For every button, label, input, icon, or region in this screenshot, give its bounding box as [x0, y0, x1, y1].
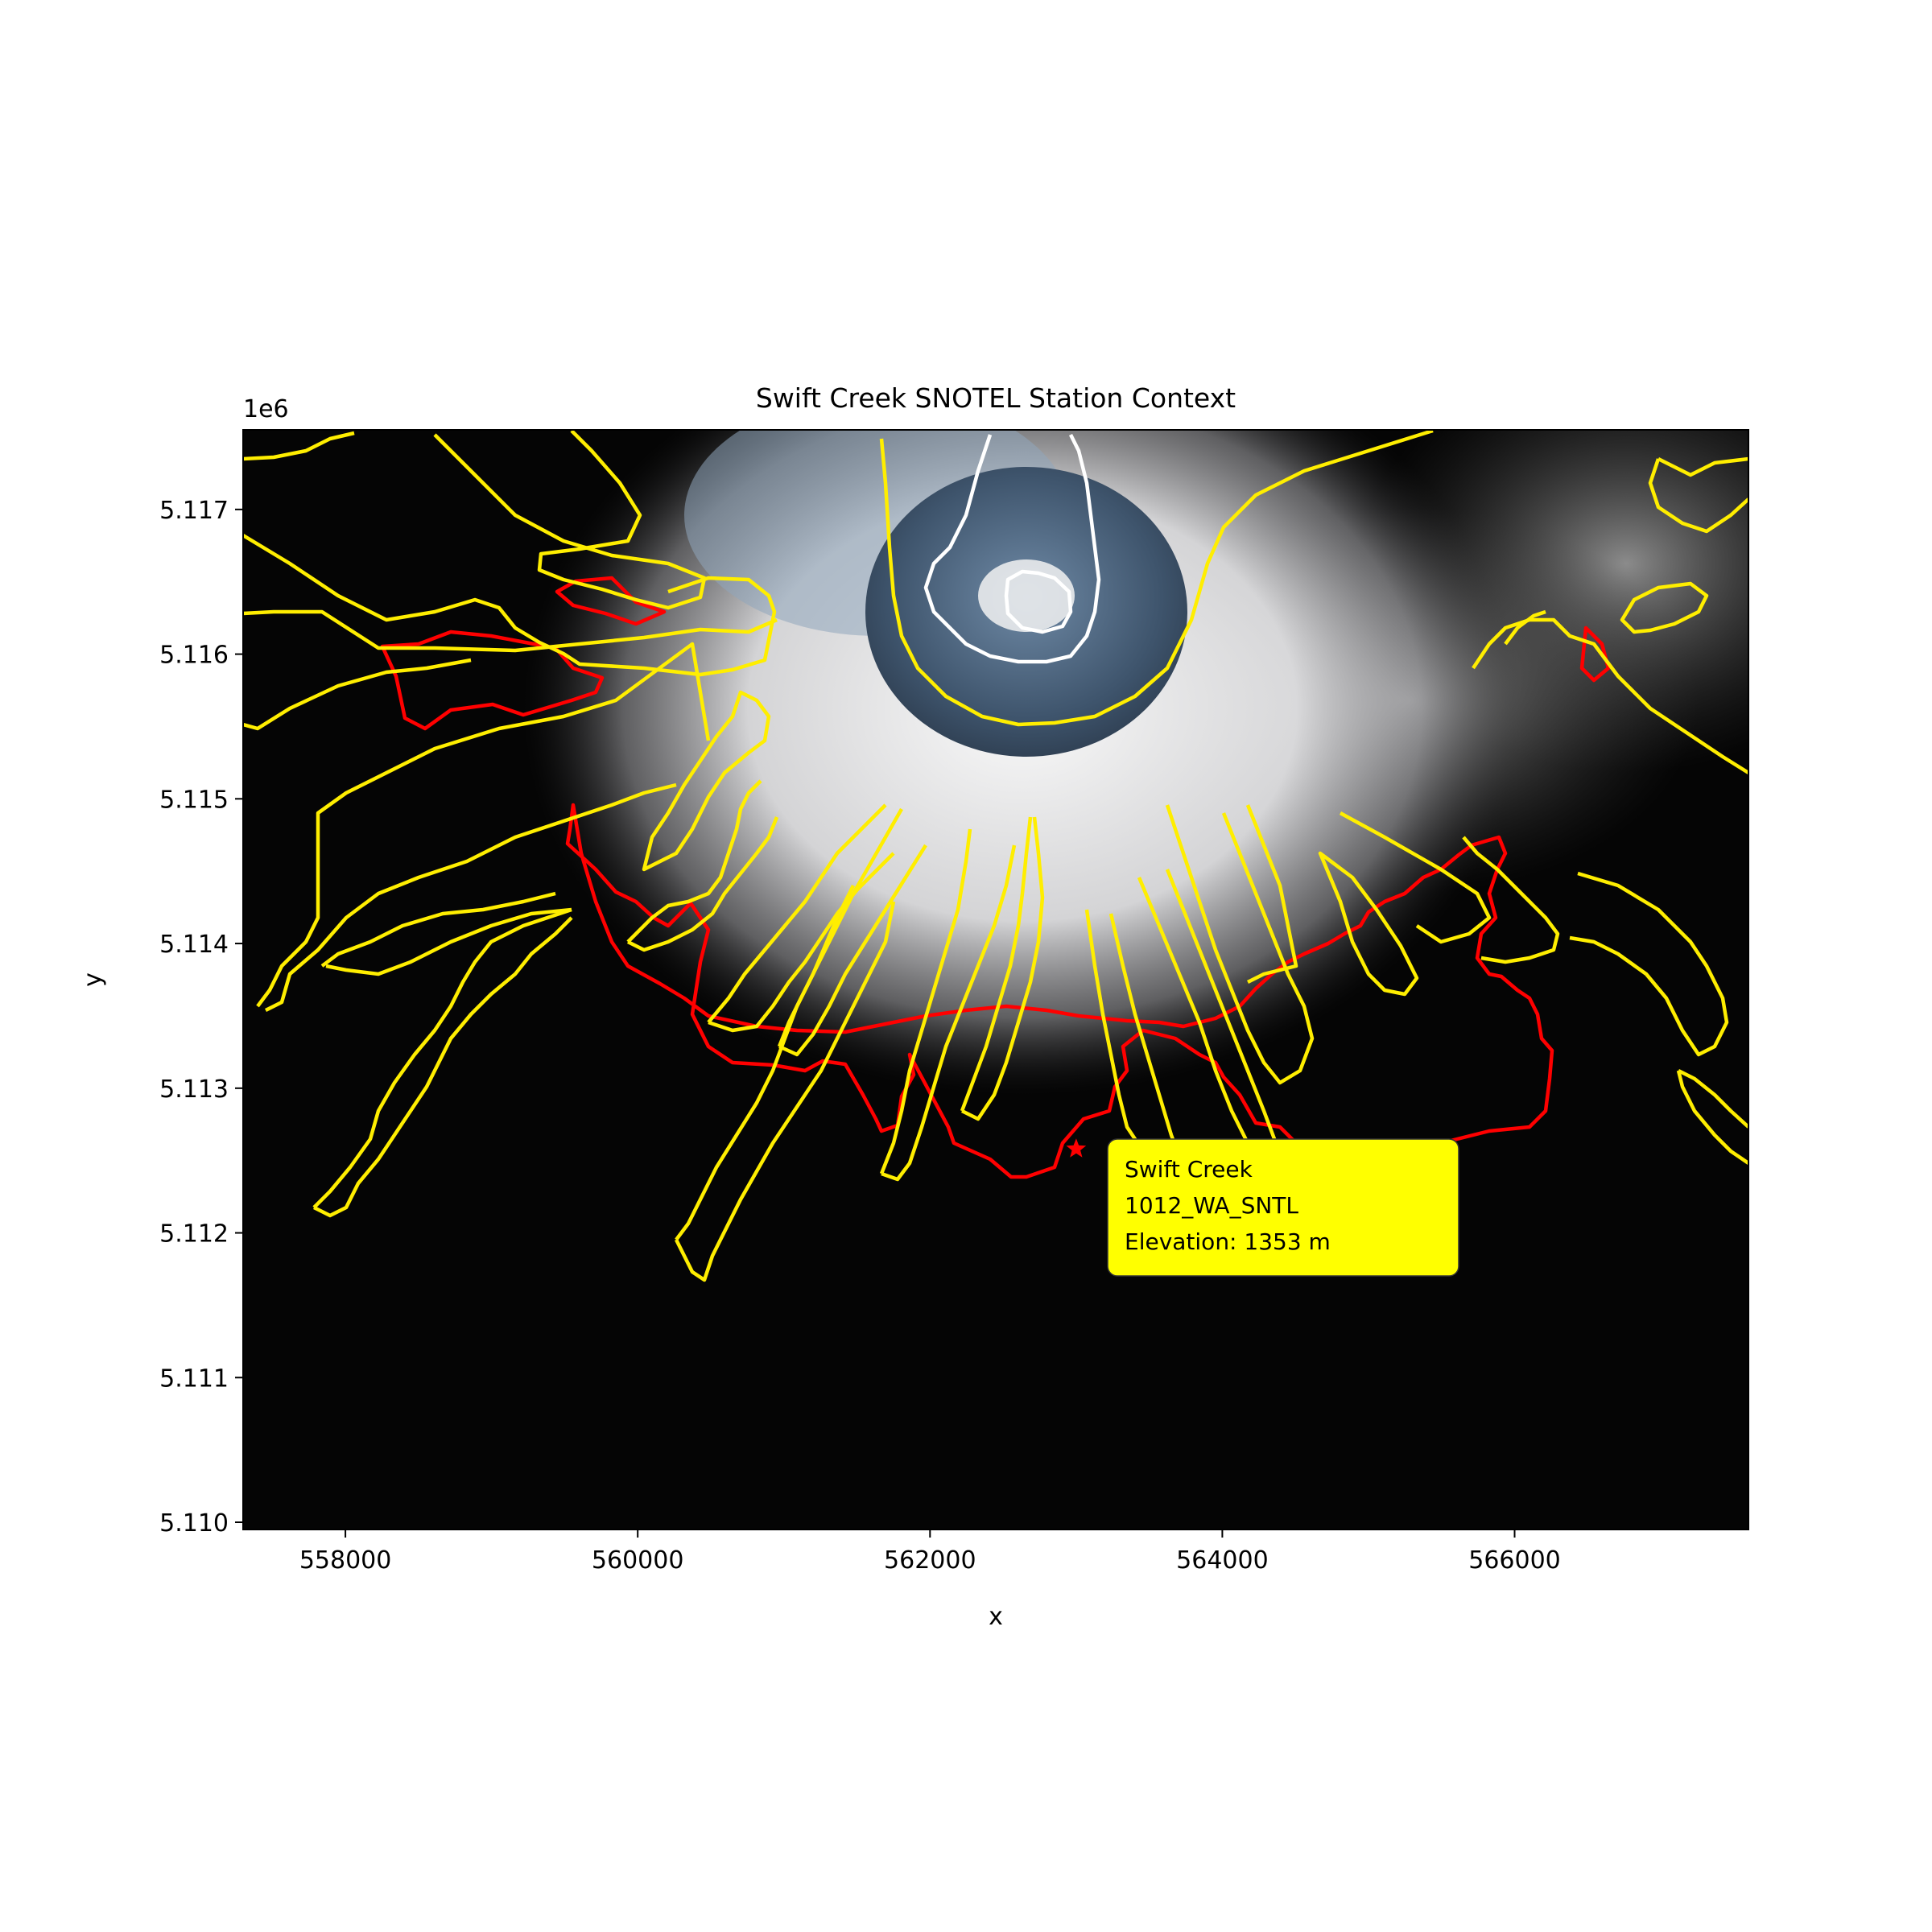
white-contours: [923, 433, 1101, 664]
x-tick-label: 566000: [1468, 1546, 1561, 1575]
map-plot-area: [243, 430, 1748, 1530]
red-contours: [380, 576, 1611, 1202]
satellite-basemap: [523, 430, 1748, 1095]
x-axis-label: x: [989, 1603, 1003, 1631]
y-tick-label: 5.114: [159, 931, 229, 959]
y-tick-label: 5.112: [159, 1220, 229, 1249]
station-id-label: 1012_WA_SNTL: [1125, 1192, 1298, 1219]
x-tick-label: 564000: [1176, 1546, 1269, 1575]
x-tick-label: 558000: [299, 1546, 392, 1575]
chart-title: Swift Creek SNOTEL Station Context: [756, 382, 1236, 414]
station-star-icon: [1066, 1138, 1087, 1158]
x-tick-label: 560000: [592, 1546, 684, 1575]
station-marker: [1066, 1138, 1087, 1158]
y-axis-label: y: [79, 972, 107, 987]
y-tick-label: 5.110: [159, 1509, 229, 1538]
x-axis: 558000 560000 562000 564000 566000: [299, 1530, 1561, 1575]
y-tick-label: 5.116: [159, 642, 229, 670]
y-offset-label: 1e6: [243, 395, 289, 423]
x-tick-label: 562000: [884, 1546, 976, 1575]
y-tick-label: 5.113: [159, 1075, 229, 1104]
station-name-label: Swift Creek: [1125, 1156, 1253, 1183]
axes-frame: [242, 429, 1749, 1530]
station-annotation: Swift Creek 1012_WA_SNTL Elevation: 1353…: [1107, 1138, 1459, 1277]
annotation-box: [1107, 1138, 1459, 1277]
y-tick-label: 5.115: [159, 786, 229, 814]
y-tick-label: 5.117: [159, 497, 229, 525]
y-tick-label: 5.111: [159, 1364, 229, 1393]
yellow-contours: [243, 430, 1748, 1282]
station-elevation-label: Elevation: 1353 m: [1125, 1228, 1331, 1255]
y-axis: 5.110 5.111 5.112 5.113 5.114 5.115 5.116 5.117: [159, 497, 243, 1538]
